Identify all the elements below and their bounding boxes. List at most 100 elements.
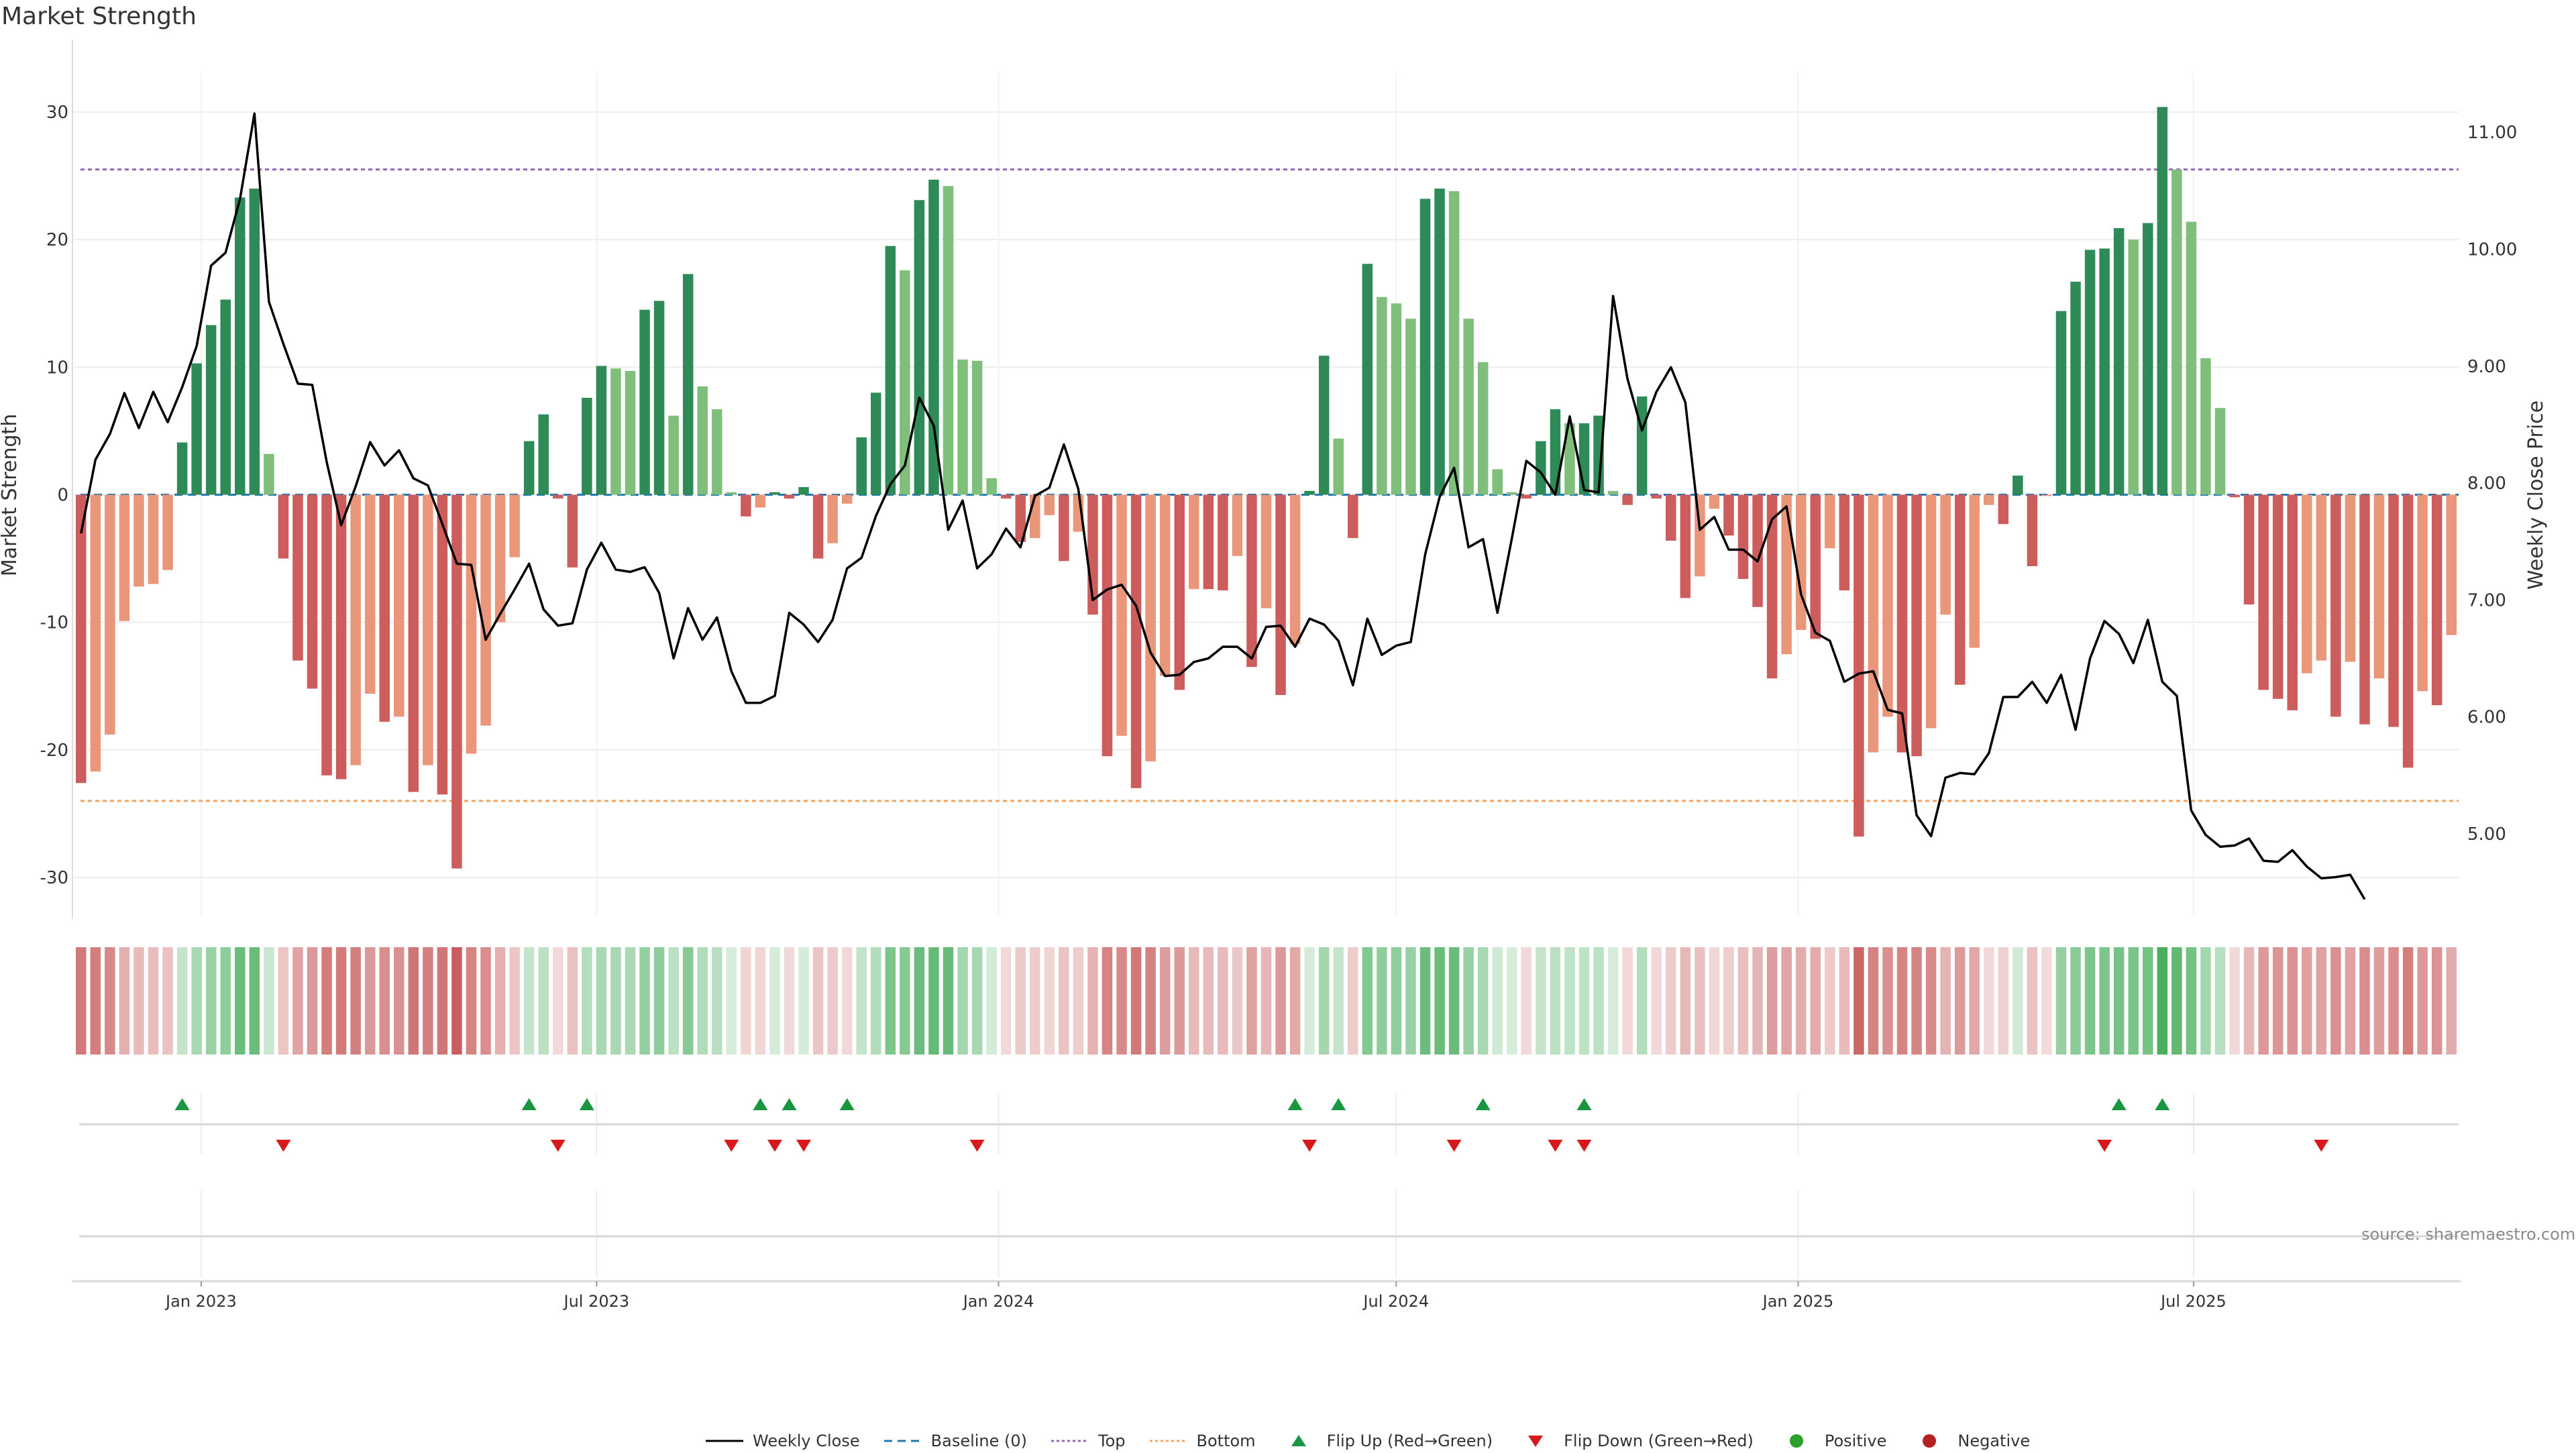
heat-cell [755,947,766,1055]
heat-cell [335,947,347,1055]
legend-label: Baseline (0) [930,1432,1028,1450]
heat-cell [1666,947,1676,1055]
legend-label: Flip Up (Red→Green) [1326,1432,1493,1450]
heat-cell [1434,947,1445,1055]
flip-down-marker [550,1140,566,1152]
weekly-close-series [80,112,2366,900]
heat-cell [596,947,607,1055]
strength-bar [1766,494,1778,679]
strength-bar [1130,494,1142,788]
heat-cell [76,947,87,1055]
heat-cell [2302,947,2312,1055]
heat-cell [1448,947,1460,1055]
strength-bar [2316,494,2327,661]
heat-cell [2128,947,2139,1055]
heat-cell [1116,947,1127,1055]
heat-cell [1896,947,1908,1055]
heat-cell [2272,947,2284,1055]
strength-bar [1333,438,1344,495]
strength-bar [1911,494,1922,757]
strength-bar [523,441,535,495]
strength-bar [1391,303,1402,495]
axes: -30 -20 -10 0 10 20 30 5.00 6.00 7.00 8.00 9.00 10.0… [0,40,2548,1311]
strength-bar [2055,311,2067,495]
heat-cell [1463,947,1474,1055]
heat-cell [1998,947,2009,1055]
heat-cell [2359,947,2370,1055]
heat-cell [437,947,448,1055]
legend-item: Weekly Close [704,1432,860,1450]
strength-bar [582,397,592,495]
strength-bar [1868,494,1879,753]
heat-cell [2200,947,2211,1055]
heat-cell [119,947,130,1055]
heat-cell [625,947,636,1055]
legend-swatch [704,1433,745,1449]
heat-cell [1940,947,1951,1055]
strength-bar [423,494,433,765]
heat-cell [205,947,217,1055]
heat-cell [451,947,462,1055]
strength-bar [885,246,896,495]
flip-down-marker [724,1140,739,1152]
heat-cell [1059,947,1069,1055]
heat-cell [1781,947,1792,1055]
heat-cell [2143,947,2153,1055]
heat-cell [2157,947,2168,1055]
heat-cell [2012,947,2023,1055]
strength-bar [437,494,448,795]
strength-bar [408,494,419,792]
heat-cell [1795,947,1807,1055]
legend-swatch [1909,1433,1949,1449]
legend-swatch [1279,1433,1319,1449]
heat-cell [249,947,260,1055]
strength-bar [856,437,867,495]
strength-bar [1925,494,1937,729]
x-tick-label: Jan 2023 [164,1292,237,1311]
strength-bar [1116,494,1127,736]
strength-bar [1882,494,1893,717]
strength-bar [2214,408,2226,495]
strength-bar [2186,221,2197,495]
heat-cell [812,947,824,1055]
strength-bar [2171,169,2182,495]
chart-title: Market Strength [1,3,197,30]
strength-bar [2157,107,2168,495]
strength-bar [668,415,679,495]
heat-cell [1174,947,1185,1055]
heat-cell [1925,947,1937,1055]
strength-bar [2446,494,2457,635]
flip-up-marker [782,1098,797,1110]
heat-cell [827,947,838,1055]
strength-bar [1246,494,1257,667]
strength-bar [278,494,289,559]
heat-cell [162,947,173,1055]
strength-bar [2099,248,2110,495]
reference-lines [80,168,2459,802]
heat-cell [1260,947,1272,1055]
strength-bar [1737,494,1749,579]
strength-bar [162,494,173,570]
y-axis-label: Market Strength [0,414,21,576]
legend-item: Baseline (0) [883,1432,1027,1450]
heat-cell [871,947,881,1055]
heat-cell [466,947,477,1055]
heat-cell [1030,947,1040,1055]
heat-cell [957,947,968,1055]
strength-bar [1651,494,1662,499]
flip-down-marker [2097,1140,2112,1152]
strength-bar [2200,358,2211,495]
heat-cell [2287,947,2298,1055]
flip-up-marker [2155,1098,2170,1110]
heat-cell [2027,947,2038,1055]
strength-bar [1159,494,1171,676]
y2-tick-label: 8.00 [2467,474,2506,494]
heat-cell [2214,947,2226,1055]
heat-cell [1695,947,1705,1055]
strength-bar [1622,494,1633,505]
heat-cell [1825,947,1835,1055]
strength-bar [1059,494,1069,561]
heat-cell [1651,947,1662,1055]
heat-cell [1882,947,1893,1055]
